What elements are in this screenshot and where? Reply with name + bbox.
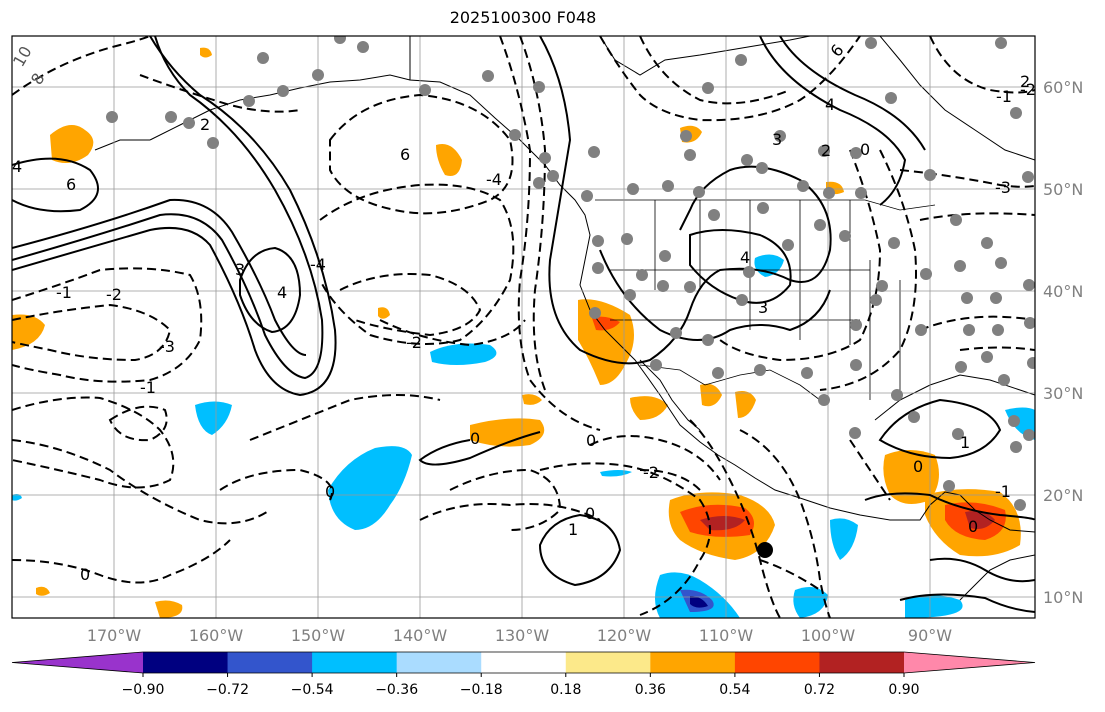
colorbar-segment — [819, 652, 905, 673]
svg-text:0: 0 — [470, 429, 480, 448]
colorbar-segment — [143, 652, 229, 673]
svg-text:0: 0 — [585, 504, 595, 523]
political-borders — [595, 199, 936, 401]
negative-contours — [12, 36, 1035, 618]
colorbar-segment — [396, 652, 482, 673]
svg-text:1: 1 — [568, 520, 578, 539]
svg-text:-2: -2 — [643, 463, 659, 482]
svg-text:0: 0 — [325, 482, 335, 501]
colorbar-tick-label: 0.18 — [550, 682, 581, 698]
svg-text:20°N: 20°N — [1043, 486, 1083, 505]
map-frame — [11, 35, 1036, 619]
svg-text:10°N: 10°N — [1043, 588, 1083, 607]
svg-text:4: 4 — [277, 283, 287, 302]
svg-text:2: 2 — [200, 115, 210, 134]
colorbar-tick-label: 0.54 — [719, 682, 750, 698]
map-title: 2025100300 F048 — [449, 8, 597, 27]
positive-anomaly-regions — [12, 47, 1021, 618]
svg-text:-1: -1 — [995, 482, 1011, 501]
svg-text:-1: -1 — [140, 378, 156, 397]
svg-text:100°W: 100°W — [801, 626, 856, 645]
svg-text:3: 3 — [758, 298, 768, 317]
colorbar-segment — [227, 652, 313, 673]
svg-text:140°W: 140°W — [393, 626, 448, 645]
colorbar-segment — [565, 652, 651, 673]
target-marker — [757, 542, 773, 558]
svg-text:2: 2 — [1020, 72, 1030, 91]
svg-text:1: 1 — [960, 433, 970, 452]
colorbar-tick-label: 0.36 — [635, 682, 666, 698]
svg-text:-3: -3 — [159, 337, 175, 356]
svg-text:-2: -2 — [406, 333, 422, 352]
colorbar: −0.90 −0.72 −0.54 −0.36 −0.18 0.18 0.36 0.54 0.7… — [11, 651, 1036, 698]
colorbar-tick-label: −0.72 — [206, 682, 249, 698]
svg-text:0: 0 — [968, 517, 978, 536]
svg-text:0: 0 — [586, 431, 596, 450]
svg-text:130°W: 130°W — [495, 626, 550, 645]
svg-text:170°W: 170°W — [87, 626, 142, 645]
graticule — [12, 36, 1035, 618]
colorbar-extend-low — [12, 652, 143, 673]
svg-text:60°N: 60°N — [1043, 78, 1083, 97]
svg-text:-2: -2 — [1020, 80, 1036, 99]
colorbar-segment — [481, 652, 567, 673]
colorbar-tick-label: −0.54 — [291, 682, 334, 698]
svg-text:-3: -3 — [995, 178, 1011, 197]
colorbar-segment — [312, 652, 398, 673]
colorbar-tick-label: 0.72 — [804, 682, 835, 698]
colorbar-tick-label: −0.90 — [122, 682, 165, 698]
svg-text:-4: -4 — [310, 255, 326, 274]
svg-text:160°W: 160°W — [189, 626, 244, 645]
svg-text:150°W: 150°W — [291, 626, 346, 645]
svg-text:6: 6 — [400, 145, 410, 164]
colorbar-tick-label: −0.36 — [375, 682, 418, 698]
svg-text:4: 4 — [12, 157, 22, 176]
svg-text:6: 6 — [66, 175, 76, 194]
longitude-labels: 170°W 160°W 150°W 140°W 130°W 120°W 110°… — [87, 626, 952, 645]
svg-text:120°W: 120°W — [597, 626, 652, 645]
colorbar-tick-label: −0.18 — [460, 682, 503, 698]
svg-text:-4: -4 — [486, 170, 502, 189]
svg-text:90°W: 90°W — [908, 626, 952, 645]
map-background — [12, 36, 1035, 618]
latitude-labels: 60°N 50°N 40°N 30°N 20°N 10°N — [1043, 78, 1083, 607]
svg-text:4: 4 — [740, 248, 750, 267]
colorbar-tick-label: 0.90 — [888, 682, 919, 698]
svg-text:50°N: 50°N — [1043, 180, 1083, 199]
svg-text:4: 4 — [825, 95, 835, 114]
svg-text:2: 2 — [821, 141, 831, 160]
svg-text:3: 3 — [772, 130, 782, 149]
positive-contours — [12, 36, 1035, 613]
svg-text:-2: -2 — [106, 285, 122, 304]
svg-text:0: 0 — [80, 565, 90, 584]
svg-text:-1: -1 — [56, 283, 72, 302]
svg-text:0: 0 — [913, 457, 923, 476]
colorbar-segment — [734, 652, 820, 673]
svg-text:0: 0 — [860, 140, 870, 159]
station-markers — [106, 36, 1035, 511]
colorbar-extend-high — [904, 652, 1035, 673]
svg-text:30°N: 30°N — [1043, 384, 1083, 403]
svg-text:40°N: 40°N — [1043, 282, 1083, 301]
colorbar-segment — [650, 652, 736, 673]
svg-text:110°W: 110°W — [699, 626, 754, 645]
svg-text:3: 3 — [235, 260, 245, 279]
svg-text:-1: -1 — [996, 87, 1012, 106]
